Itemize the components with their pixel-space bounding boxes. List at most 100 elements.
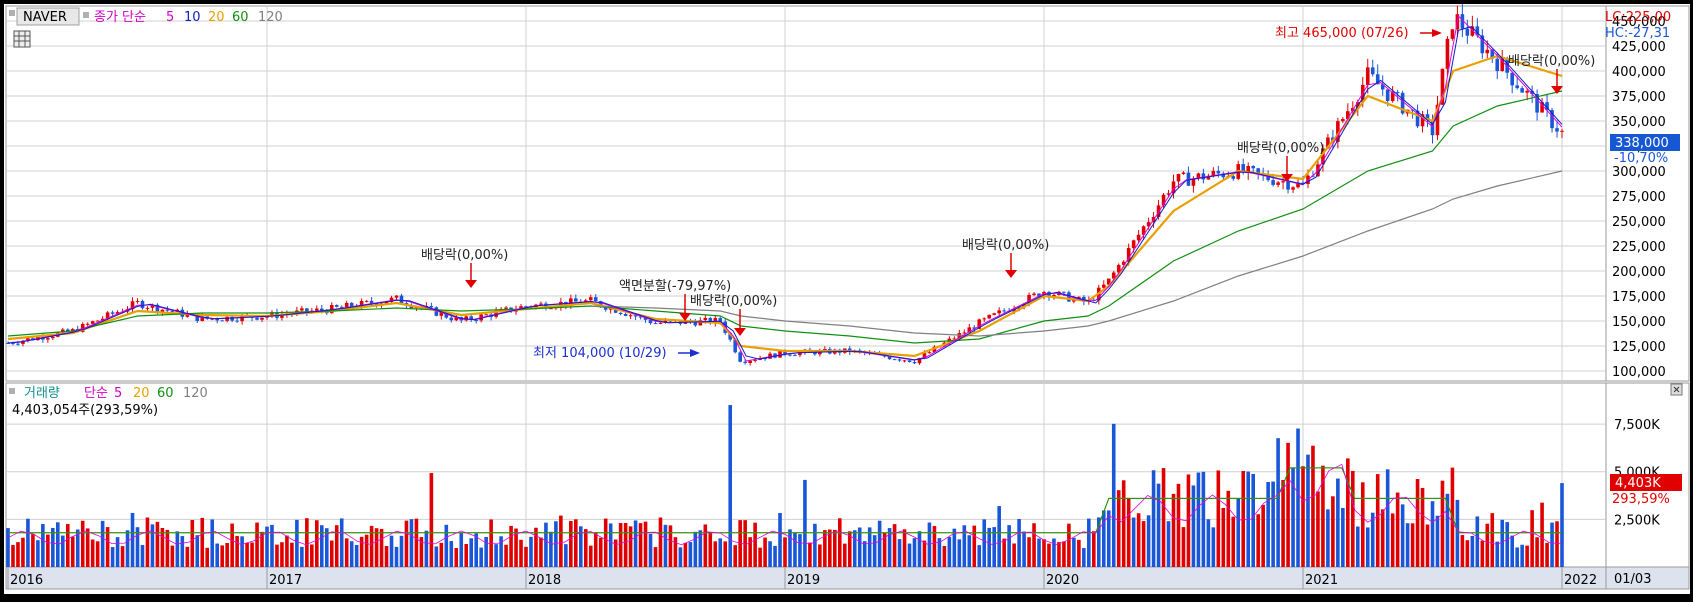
dividend-arrow-icon-2018 xyxy=(465,280,477,288)
candle-body xyxy=(384,301,389,304)
volume-bar xyxy=(265,526,269,567)
volume-bar xyxy=(60,535,65,567)
volume-bar xyxy=(1156,483,1161,567)
candle-body xyxy=(1420,114,1425,127)
candle-body xyxy=(1241,164,1246,173)
volume-bar xyxy=(922,540,927,567)
candle-body xyxy=(663,320,668,323)
candle-body xyxy=(319,308,324,311)
volume-bar xyxy=(334,525,339,567)
low-annotation: 최저 104,000 (10/29) xyxy=(533,346,667,361)
candle-body xyxy=(200,316,205,321)
x-tick-labels: 2016 2017 2018 2019 2020 2021 2022 xyxy=(7,567,1597,589)
price-panel xyxy=(5,5,1607,382)
volume-bar xyxy=(349,541,354,567)
volume-bar xyxy=(583,529,588,567)
volume-bar xyxy=(1490,513,1495,567)
candle-body xyxy=(185,314,190,317)
volume-bar xyxy=(305,518,309,567)
candle-body xyxy=(1007,310,1011,312)
volume-bar xyxy=(1370,512,1375,567)
volume-bar xyxy=(1226,490,1231,567)
volume-bar xyxy=(1360,482,1365,567)
candle-body xyxy=(1211,170,1216,176)
price-y-tick-label: 200,000 xyxy=(1612,265,1666,280)
volume-bar xyxy=(499,536,503,567)
candle-body xyxy=(1365,67,1370,85)
volume-bar xyxy=(344,538,349,567)
price-y-tick-label: 425,000 xyxy=(1612,40,1666,55)
candle-body xyxy=(51,336,55,339)
candle-body xyxy=(484,314,488,316)
volume-bar xyxy=(683,542,688,567)
candle-body xyxy=(962,332,967,334)
dividend-arrow-icon-2019 xyxy=(734,328,746,336)
volume-bar xyxy=(1022,531,1026,567)
volume-bar xyxy=(394,546,399,567)
panel-close-icon[interactable] xyxy=(1670,383,1683,396)
candle-body xyxy=(1077,296,1081,299)
candle-body xyxy=(887,356,892,360)
volume-bar xyxy=(1306,454,1310,567)
volume-bar xyxy=(41,524,45,567)
dividend-arrow-icon-2020 xyxy=(1005,270,1017,278)
candle-body xyxy=(1440,68,1445,105)
candle-body xyxy=(1256,168,1260,174)
volume-bar xyxy=(703,524,708,567)
symbol-box[interactable] xyxy=(16,7,80,26)
volume-bar xyxy=(723,541,728,567)
volume-bar xyxy=(982,519,987,567)
volume-bar xyxy=(105,527,110,567)
volume-bar xyxy=(300,546,304,567)
volume-bar xyxy=(464,544,469,567)
volume-bar xyxy=(1410,523,1415,567)
candle-body xyxy=(912,362,917,364)
volume-bar xyxy=(1047,543,1051,567)
candle-body xyxy=(1530,90,1534,95)
candle-body xyxy=(359,300,364,308)
candle-body xyxy=(1415,110,1420,127)
volume-bar xyxy=(902,529,907,567)
legend-ma-20: 20 xyxy=(208,10,225,25)
volume-bar xyxy=(125,530,130,567)
candle-body xyxy=(718,318,723,322)
dividend-annotation-2018: 배당락(0,00%) xyxy=(421,248,508,263)
price-y-tick-label: 250,000 xyxy=(1612,215,1666,230)
table-icon[interactable] xyxy=(13,30,31,48)
volume-bar xyxy=(603,518,608,567)
candle-body xyxy=(1505,58,1510,73)
candle-body xyxy=(1101,284,1106,288)
candle-body xyxy=(1535,94,1539,113)
moving-average-lines xyxy=(7,14,1563,362)
candle-body xyxy=(1485,49,1490,54)
volume-bar xyxy=(728,405,733,567)
volume-bar xyxy=(554,521,558,567)
candle-body xyxy=(1321,148,1325,165)
candle-body xyxy=(195,313,200,321)
volume-bar xyxy=(1316,491,1320,567)
candle-body xyxy=(902,360,907,362)
volume-bar xyxy=(718,538,723,567)
candle-body xyxy=(768,353,772,359)
change-badge-text: -10,70% xyxy=(1614,151,1668,166)
candle-body xyxy=(574,298,578,302)
volume-bar xyxy=(509,525,513,567)
volume-bar xyxy=(783,537,787,567)
volume-bar xyxy=(957,539,962,567)
volume-bar xyxy=(1141,521,1146,567)
volume-bar xyxy=(852,530,857,567)
low-arrow-icon xyxy=(690,349,700,357)
price-badge xyxy=(1610,134,1680,151)
volume-legend-marker-icon xyxy=(9,388,15,394)
legend-ma-120: 120 xyxy=(258,10,283,25)
volume-bar xyxy=(215,543,219,567)
volume-bar xyxy=(818,544,822,567)
volume-bar xyxy=(942,546,947,567)
candle-body xyxy=(399,295,404,304)
candle-body xyxy=(315,308,319,311)
candle-body xyxy=(1161,194,1166,206)
split-arrow-icon xyxy=(679,313,691,321)
candle-body xyxy=(334,305,339,307)
volume-bar xyxy=(205,547,210,567)
